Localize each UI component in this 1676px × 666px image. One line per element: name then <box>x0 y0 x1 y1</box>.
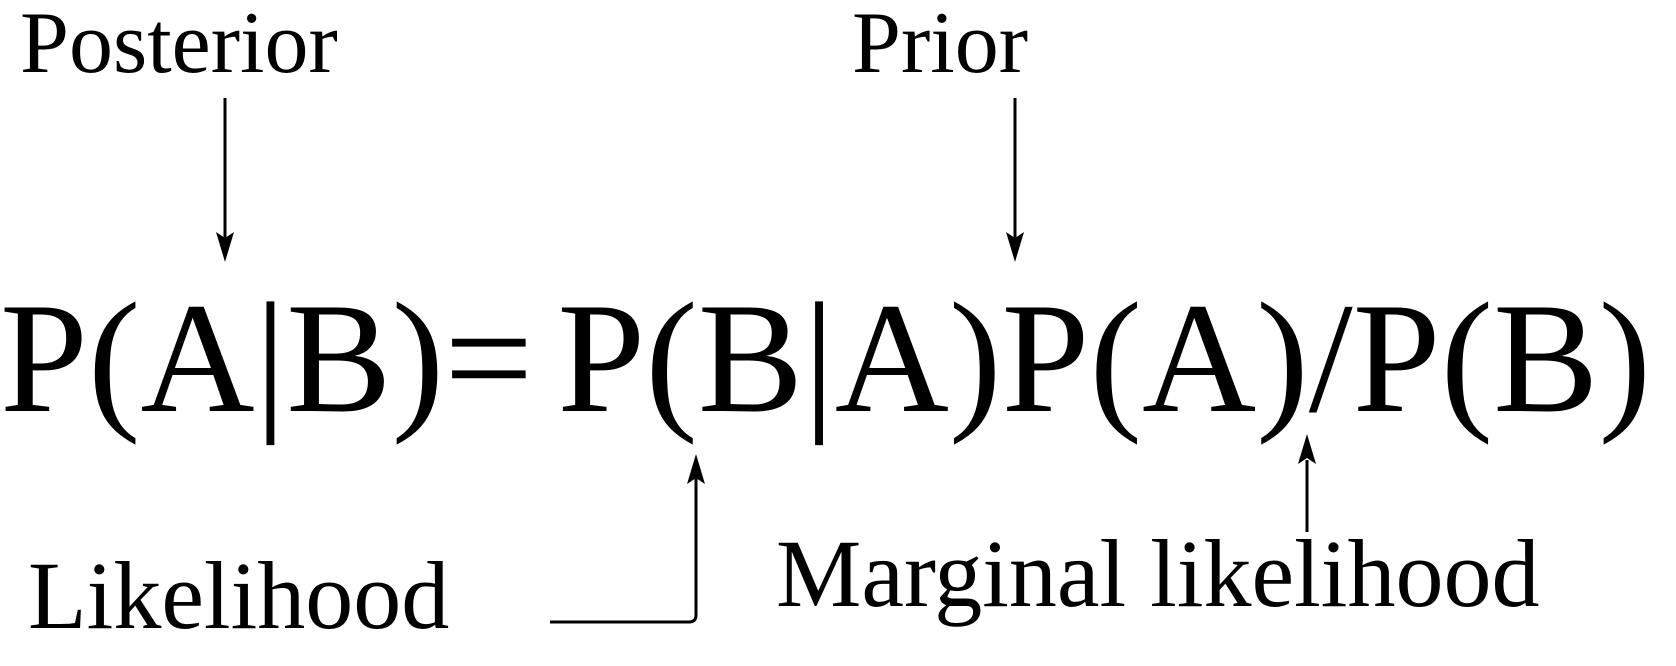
marginal-arrowhead-icon <box>1298 434 1316 464</box>
likelihood-arrow-shaft <box>550 472 696 622</box>
